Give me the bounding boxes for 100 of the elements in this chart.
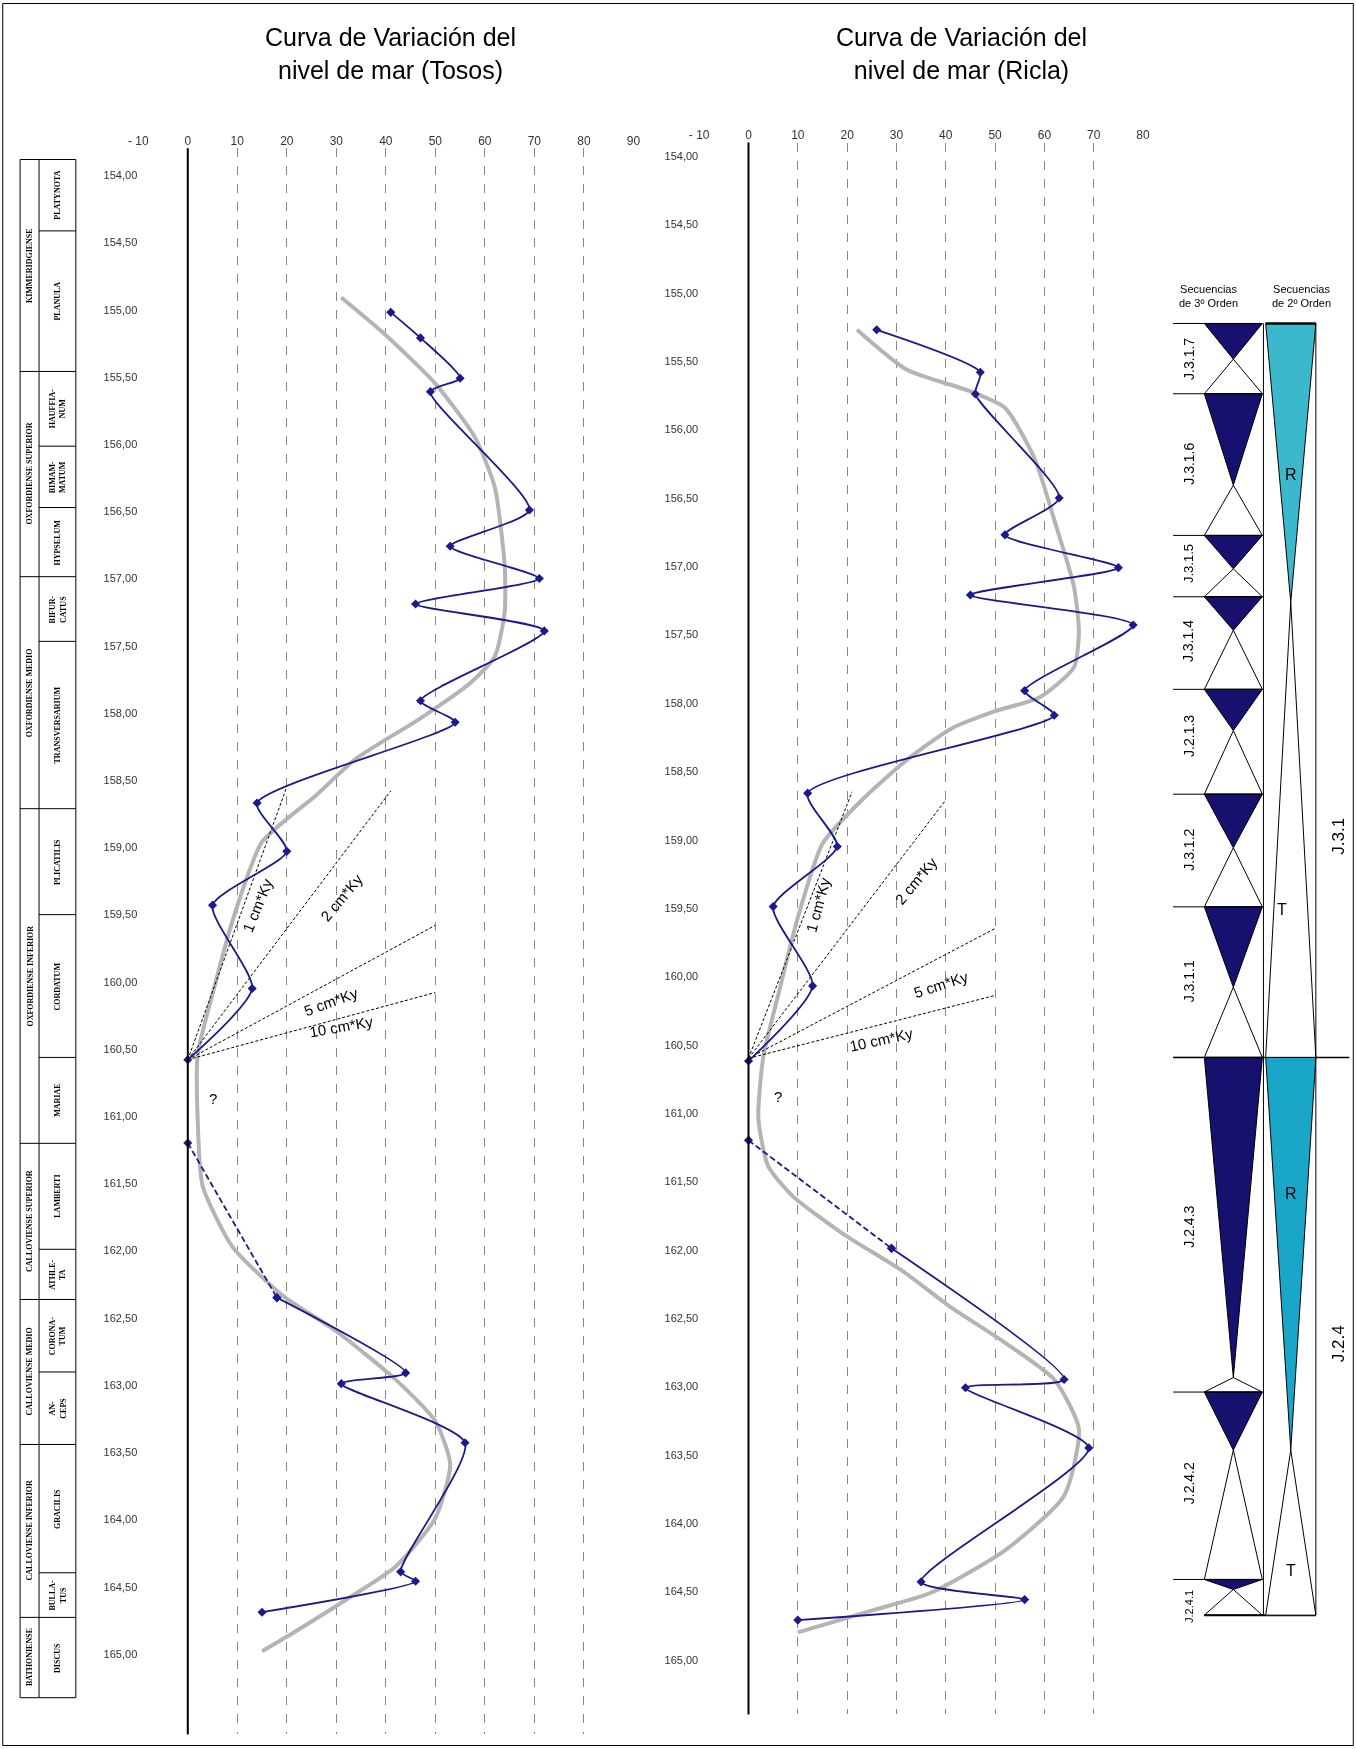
y-tick-label: 164,00 [103,1513,138,1526]
y-tick-label: 162,50 [664,1311,699,1324]
text: CORONA- TUM [47,1316,68,1356]
text: T [1286,1562,1296,1579]
text: J.2.4 [1329,1325,1349,1363]
x-tick-label: 50 [988,128,1003,143]
text: GRACILIS [52,1488,62,1530]
y-tick-label: 157,50 [664,628,699,641]
annotation: 10 cm*Ky [848,1024,915,1055]
x-tick-label: 80 [577,133,591,148]
y-tick-label: 161,00 [664,1106,699,1119]
x-tick-label: 60 [1037,128,1052,143]
y-tick-label: 160,50 [664,1038,699,1051]
annotation: ? [774,1088,783,1105]
x-tick-label: 10 [230,133,245,148]
x-tick-label: - 10 [127,133,149,148]
annotation: 5 cm*Ky [911,967,971,1002]
y-tick-label: 158,00 [103,706,138,719]
text: DISCUS [52,1643,62,1673]
y-tick-label: 164,50 [664,1585,699,1598]
text: J.3.1.4 [1180,619,1197,663]
text: KIMMERIDGIENSE [25,228,35,304]
y-tick-label: 154,00 [103,169,138,182]
y-tick-label: 155,00 [664,286,699,299]
chart-title: Curva de Variación del nivel de mar (Ricla) [836,23,1088,84]
text: PLATYNOTA [53,170,63,220]
chart-title: Curva de Variación del nivel de mar (Tosos) [265,23,517,84]
text: J.3.1.5 [1181,543,1197,584]
text: CALLOVIENSE MEDIO [24,1327,34,1416]
x-tick-label: 40 [939,128,953,143]
text: TRANSVERSARIUM [53,686,63,764]
x-tick-label: 50 [428,133,443,148]
y-tick-label: 165,00 [664,1653,699,1666]
text: PLANULA [53,281,63,321]
text: T [1277,901,1287,918]
x-tick-label: 20 [280,133,294,148]
annotation: 1 cm*Ky [239,875,276,935]
y-tick-label: 156,00 [103,437,138,450]
y-tick-label: 159,00 [103,841,138,854]
text: CALLOVIENSE SUPERIOR [25,1170,35,1272]
y-tick-label: 164,00 [664,1516,699,1529]
x-tick-label: 20 [840,128,855,143]
x-tick-label: 0 [184,133,192,148]
y-tick-label: 157,00 [664,560,699,573]
text: J.3.1.1 [1181,960,1198,1003]
text: PLICATILIS [52,838,62,886]
annotation: ? [209,1090,218,1107]
annotation: 1 cm*Ky [802,875,834,935]
y-tick-label: 163,50 [103,1446,138,1459]
text: OXFORDIENSE MEDIO [24,648,34,738]
y-tick-label: 158,00 [664,696,699,709]
y-tick-label: 162,00 [664,1243,699,1256]
x-tick-label: 10 [791,128,805,143]
text: Secuencias de 3º Orden [1179,283,1239,310]
y-tick-label: 155,50 [103,370,138,383]
y-tick-label: 159,50 [664,901,699,914]
text: OXFORDIENSE SUPERIOR [25,422,35,525]
y-tick-label: 158,50 [664,765,699,778]
text: CALLOVIENSE INFERIOR [24,1480,34,1581]
x-tick-label: - 10 [688,128,710,143]
y-tick-label: 156,50 [103,505,138,518]
text: J.2.4.3 [1180,1205,1197,1248]
text: Secuencias de 2º Orden [1272,283,1332,310]
x-tick-label: 30 [889,128,904,143]
y-tick-label: 159,00 [664,833,699,846]
x-tick-label: 70 [527,133,542,148]
text: MARIAE [53,1083,63,1117]
x-tick-label: 40 [379,133,393,148]
text: J.2.4.2 [1181,1462,1198,1505]
y-tick-label: 161,50 [103,1177,138,1190]
y-tick-label: 163,50 [664,1448,699,1461]
x-tick-label: 90 [626,133,641,148]
y-tick-label: 160,00 [664,970,699,983]
y-tick-label: 164,50 [103,1580,138,1593]
y-tick-label: 161,50 [664,1175,699,1188]
y-tick-label: 156,50 [664,491,699,504]
y-tick-label: 155,50 [664,355,699,368]
y-tick-label: 157,50 [103,639,138,652]
y-tick-label: 157,00 [103,572,138,585]
x-tick-label: 30 [329,133,344,148]
text: BULLA- TUS [48,1579,68,1611]
y-tick-label: 156,00 [664,423,699,436]
text: LAMBERTI [53,1174,63,1218]
y-tick-label: 165,00 [103,1647,138,1660]
y-tick-label: 160,00 [103,975,138,988]
annotation: 5 cm*Ky [301,983,361,1020]
y-tick-label: 162,50 [103,1311,138,1324]
text: BATHONIENSE [25,1627,35,1687]
text: J.3.1 [1328,817,1348,855]
y-tick-label: 163,00 [103,1378,138,1391]
y-tick-label: 159,50 [103,908,138,921]
text: HAUFFIA- NUM [47,388,68,429]
text: J.2.4.1 [1182,1589,1195,1623]
y-tick-label: 158,50 [103,773,138,786]
text: AN- CEPS [48,1397,68,1419]
text: BIMAM- MATUM [47,460,67,494]
y-tick-label: 161,00 [103,1110,138,1123]
y-tick-label: 160,50 [103,1042,138,1055]
y-tick-label: 154,50 [664,218,699,231]
text: HYPSELUM [53,519,63,566]
